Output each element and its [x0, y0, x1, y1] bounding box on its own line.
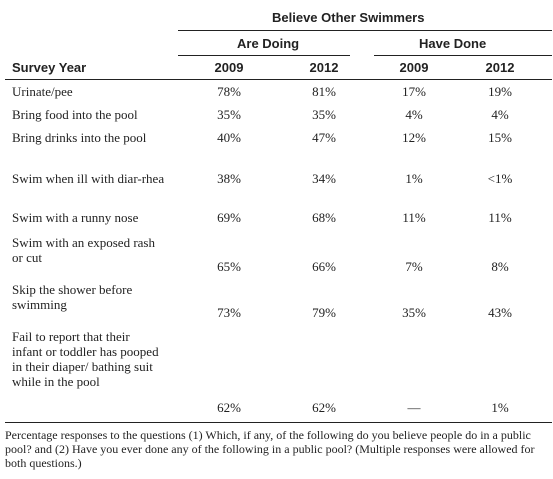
table-footnote: Percentage responses to the questions (1…	[5, 428, 535, 470]
row-label: Swim with a runny nose	[12, 210, 139, 225]
cell-value: 8%	[491, 259, 509, 274]
cell-value: 62%	[217, 400, 241, 415]
cell-value: 1%	[491, 400, 509, 415]
year-header: 2012	[309, 60, 339, 75]
cell-value: 12%	[402, 130, 426, 145]
cell-value: 4%	[405, 107, 423, 122]
cell-value: 79%	[312, 305, 336, 320]
group-title: Believe Other Swimmers	[272, 10, 425, 25]
row-label: Bring food into the pool	[12, 107, 138, 122]
cell-value: 7%	[405, 259, 423, 274]
cell-value: 81%	[312, 84, 336, 99]
group-title-rule	[178, 30, 552, 31]
year-header: 2009	[214, 60, 244, 75]
cell-value: 43%	[488, 305, 512, 320]
cell-value: 11%	[488, 210, 512, 225]
cell-value: 35%	[312, 107, 336, 122]
cell-value: 65%	[217, 259, 241, 274]
subgroup-are-doing: Are Doing	[237, 36, 300, 51]
table-bottom-rule	[5, 422, 552, 423]
cell-value: 78%	[217, 84, 241, 99]
cell-value: 17%	[402, 84, 426, 99]
cell-value: 69%	[217, 210, 241, 225]
cell-value: —	[407, 400, 421, 415]
cell-value: 11%	[402, 210, 426, 225]
cell-value: <1%	[487, 171, 513, 186]
cell-value: 15%	[488, 130, 512, 145]
row-header-survey-year: Survey Year	[12, 60, 87, 75]
header-rule	[5, 79, 552, 80]
cell-value: 34%	[312, 171, 336, 186]
cell-value: 38%	[217, 171, 241, 186]
cell-value: 73%	[217, 305, 241, 320]
cell-value: 4%	[491, 107, 509, 122]
row-label: Swim when ill with diar-rhea	[12, 171, 165, 186]
subgroup-rule-have-done	[374, 55, 552, 56]
cell-value: 1%	[405, 171, 423, 186]
cell-value: 66%	[312, 259, 336, 274]
row-label: Bring drinks into the pool	[12, 130, 147, 145]
cell-value: 35%	[402, 305, 426, 320]
cell-value: 62%	[312, 400, 336, 415]
cell-value: 47%	[312, 130, 336, 145]
cell-value: 40%	[217, 130, 241, 145]
cell-value: 68%	[312, 210, 336, 225]
cell-value: 19%	[488, 84, 512, 99]
row-label: Skip the shower before swimming	[12, 282, 133, 312]
row-label: Swim with an exposed rash or cut	[12, 235, 155, 265]
row-label: Fail to report that their infant or todd…	[12, 329, 159, 389]
subgroup-have-done: Have Done	[419, 36, 487, 51]
year-header: 2012	[485, 60, 515, 75]
subgroup-rule-are-doing	[178, 55, 350, 56]
year-header: 2009	[399, 60, 429, 75]
cell-value: 35%	[217, 107, 241, 122]
row-label: Urinate/pee	[12, 84, 73, 99]
